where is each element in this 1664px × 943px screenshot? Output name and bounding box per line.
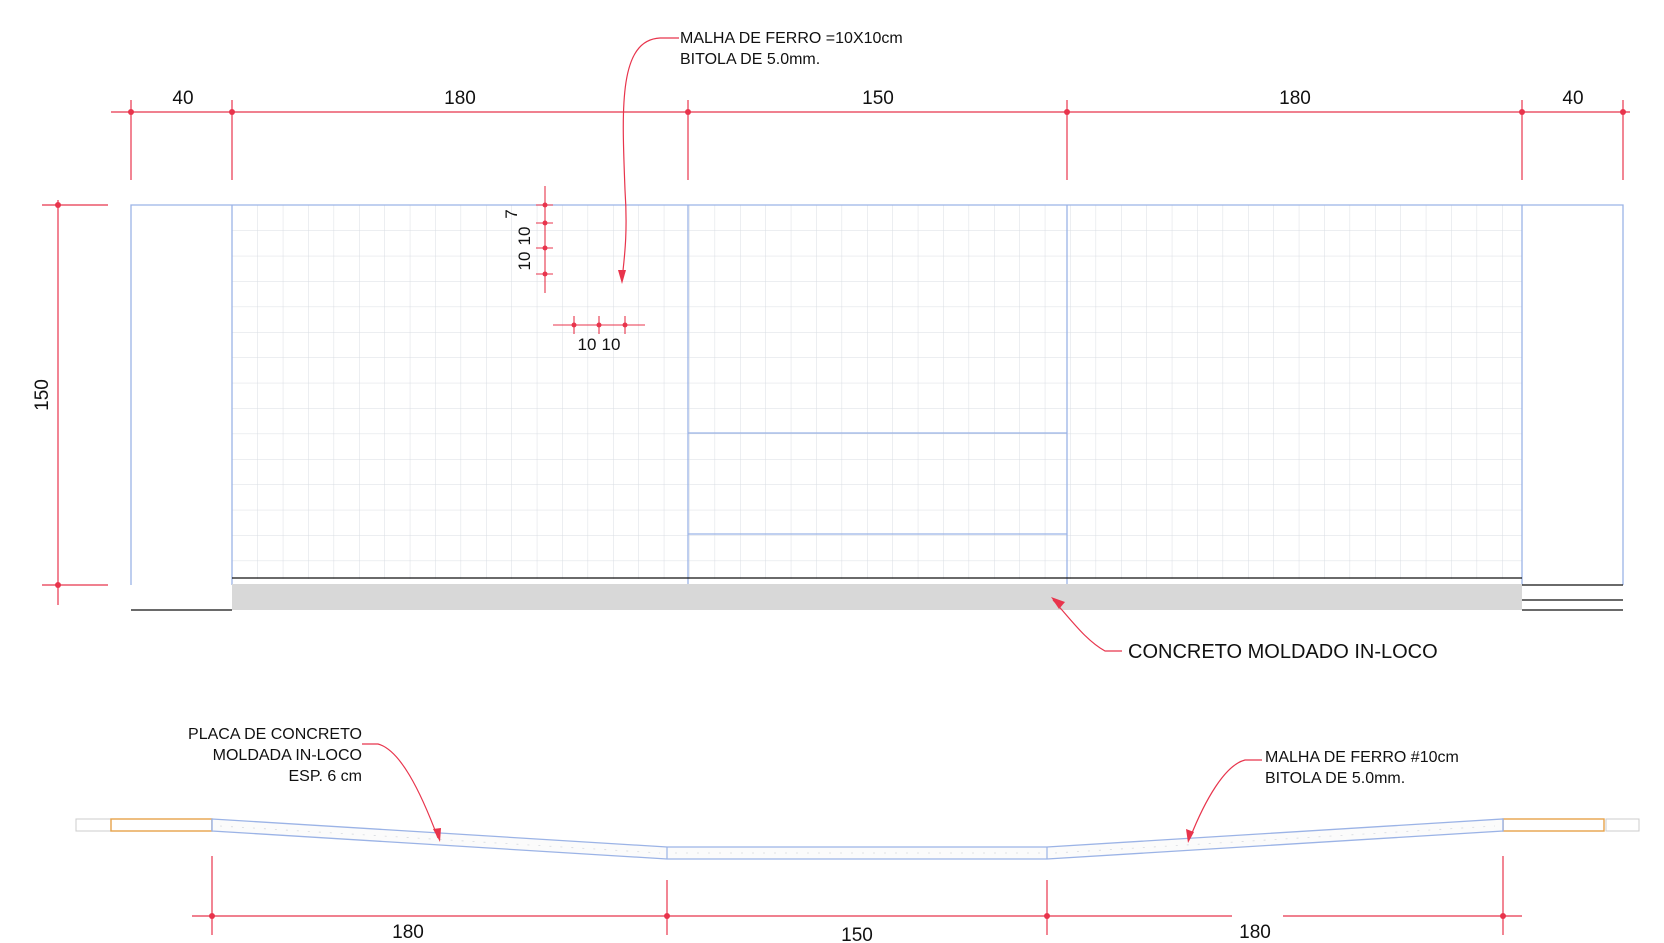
top-dim-5: 40 xyxy=(1562,88,1583,109)
leader-plate-arrow xyxy=(433,828,441,842)
bottom-dim-2: 150 xyxy=(841,925,873,943)
top-dimension-chain xyxy=(111,100,1630,180)
mesh-top-note-line2: BITOLA DE 5.0mm. xyxy=(680,51,820,68)
plate-note-line2: MOLDADA IN-LOCO xyxy=(213,747,362,764)
elevation-outline xyxy=(130,204,1624,585)
top-dim-1: 40 xyxy=(172,88,193,109)
mesh-right-note-line1: MALHA DE FERRO #10cm xyxy=(1265,749,1459,766)
leader-mesh-right xyxy=(1189,759,1262,839)
leader-concrete-arrow xyxy=(1051,597,1065,609)
concrete-base xyxy=(232,584,1522,610)
section-slab-joints xyxy=(211,819,1504,859)
bottom-dim-1: 180 xyxy=(392,922,424,943)
plate-note-line1: PLACA DE CONCRETO xyxy=(188,726,362,743)
mesh-right-note-line2: BITOLA DE 5.0mm. xyxy=(1265,770,1405,787)
left-dim: 150 xyxy=(32,379,53,411)
spacing-h-right: 10 xyxy=(602,335,621,354)
leader-mesh-top-arrow xyxy=(618,270,626,284)
ground-lines xyxy=(131,577,1623,611)
bottom-dim-3: 180 xyxy=(1239,922,1271,943)
left-dimension xyxy=(42,200,108,605)
mesh-grid xyxy=(232,205,1522,579)
top-dim-2: 180 xyxy=(444,88,476,109)
concrete-note: CONCRETO MOLDADO IN-LOCO xyxy=(1128,641,1438,663)
section-slab xyxy=(211,818,1504,860)
spacing-v-mid: 10 xyxy=(515,227,534,246)
leader-mesh-right-arrow xyxy=(1186,829,1194,843)
bottom-dimension-chain xyxy=(192,856,1522,935)
spacing-dim-horizontal-ticks xyxy=(571,322,628,328)
plate-note-line3: ESP. 6 cm xyxy=(288,768,362,785)
spacing-v-low: 10 xyxy=(515,252,534,271)
spacing-dim-vertical-ticks xyxy=(542,202,548,277)
leader-plate xyxy=(362,743,439,839)
top-dim-3: 150 xyxy=(862,88,894,109)
leader-mesh-top xyxy=(621,37,679,281)
mesh-top-note-line1: MALHA DE FERRO =10X10cm xyxy=(680,30,903,47)
bottom-dimension-ticks xyxy=(209,913,1506,919)
left-dimension-ticks xyxy=(55,202,61,588)
spacing-v-top: 7 xyxy=(502,209,521,218)
spacing-h-left: 10 xyxy=(578,335,597,354)
timber-left xyxy=(110,818,213,832)
top-dim-4: 180 xyxy=(1279,88,1311,109)
top-dimension-ticks xyxy=(128,109,1626,115)
timber-right xyxy=(1502,818,1605,832)
